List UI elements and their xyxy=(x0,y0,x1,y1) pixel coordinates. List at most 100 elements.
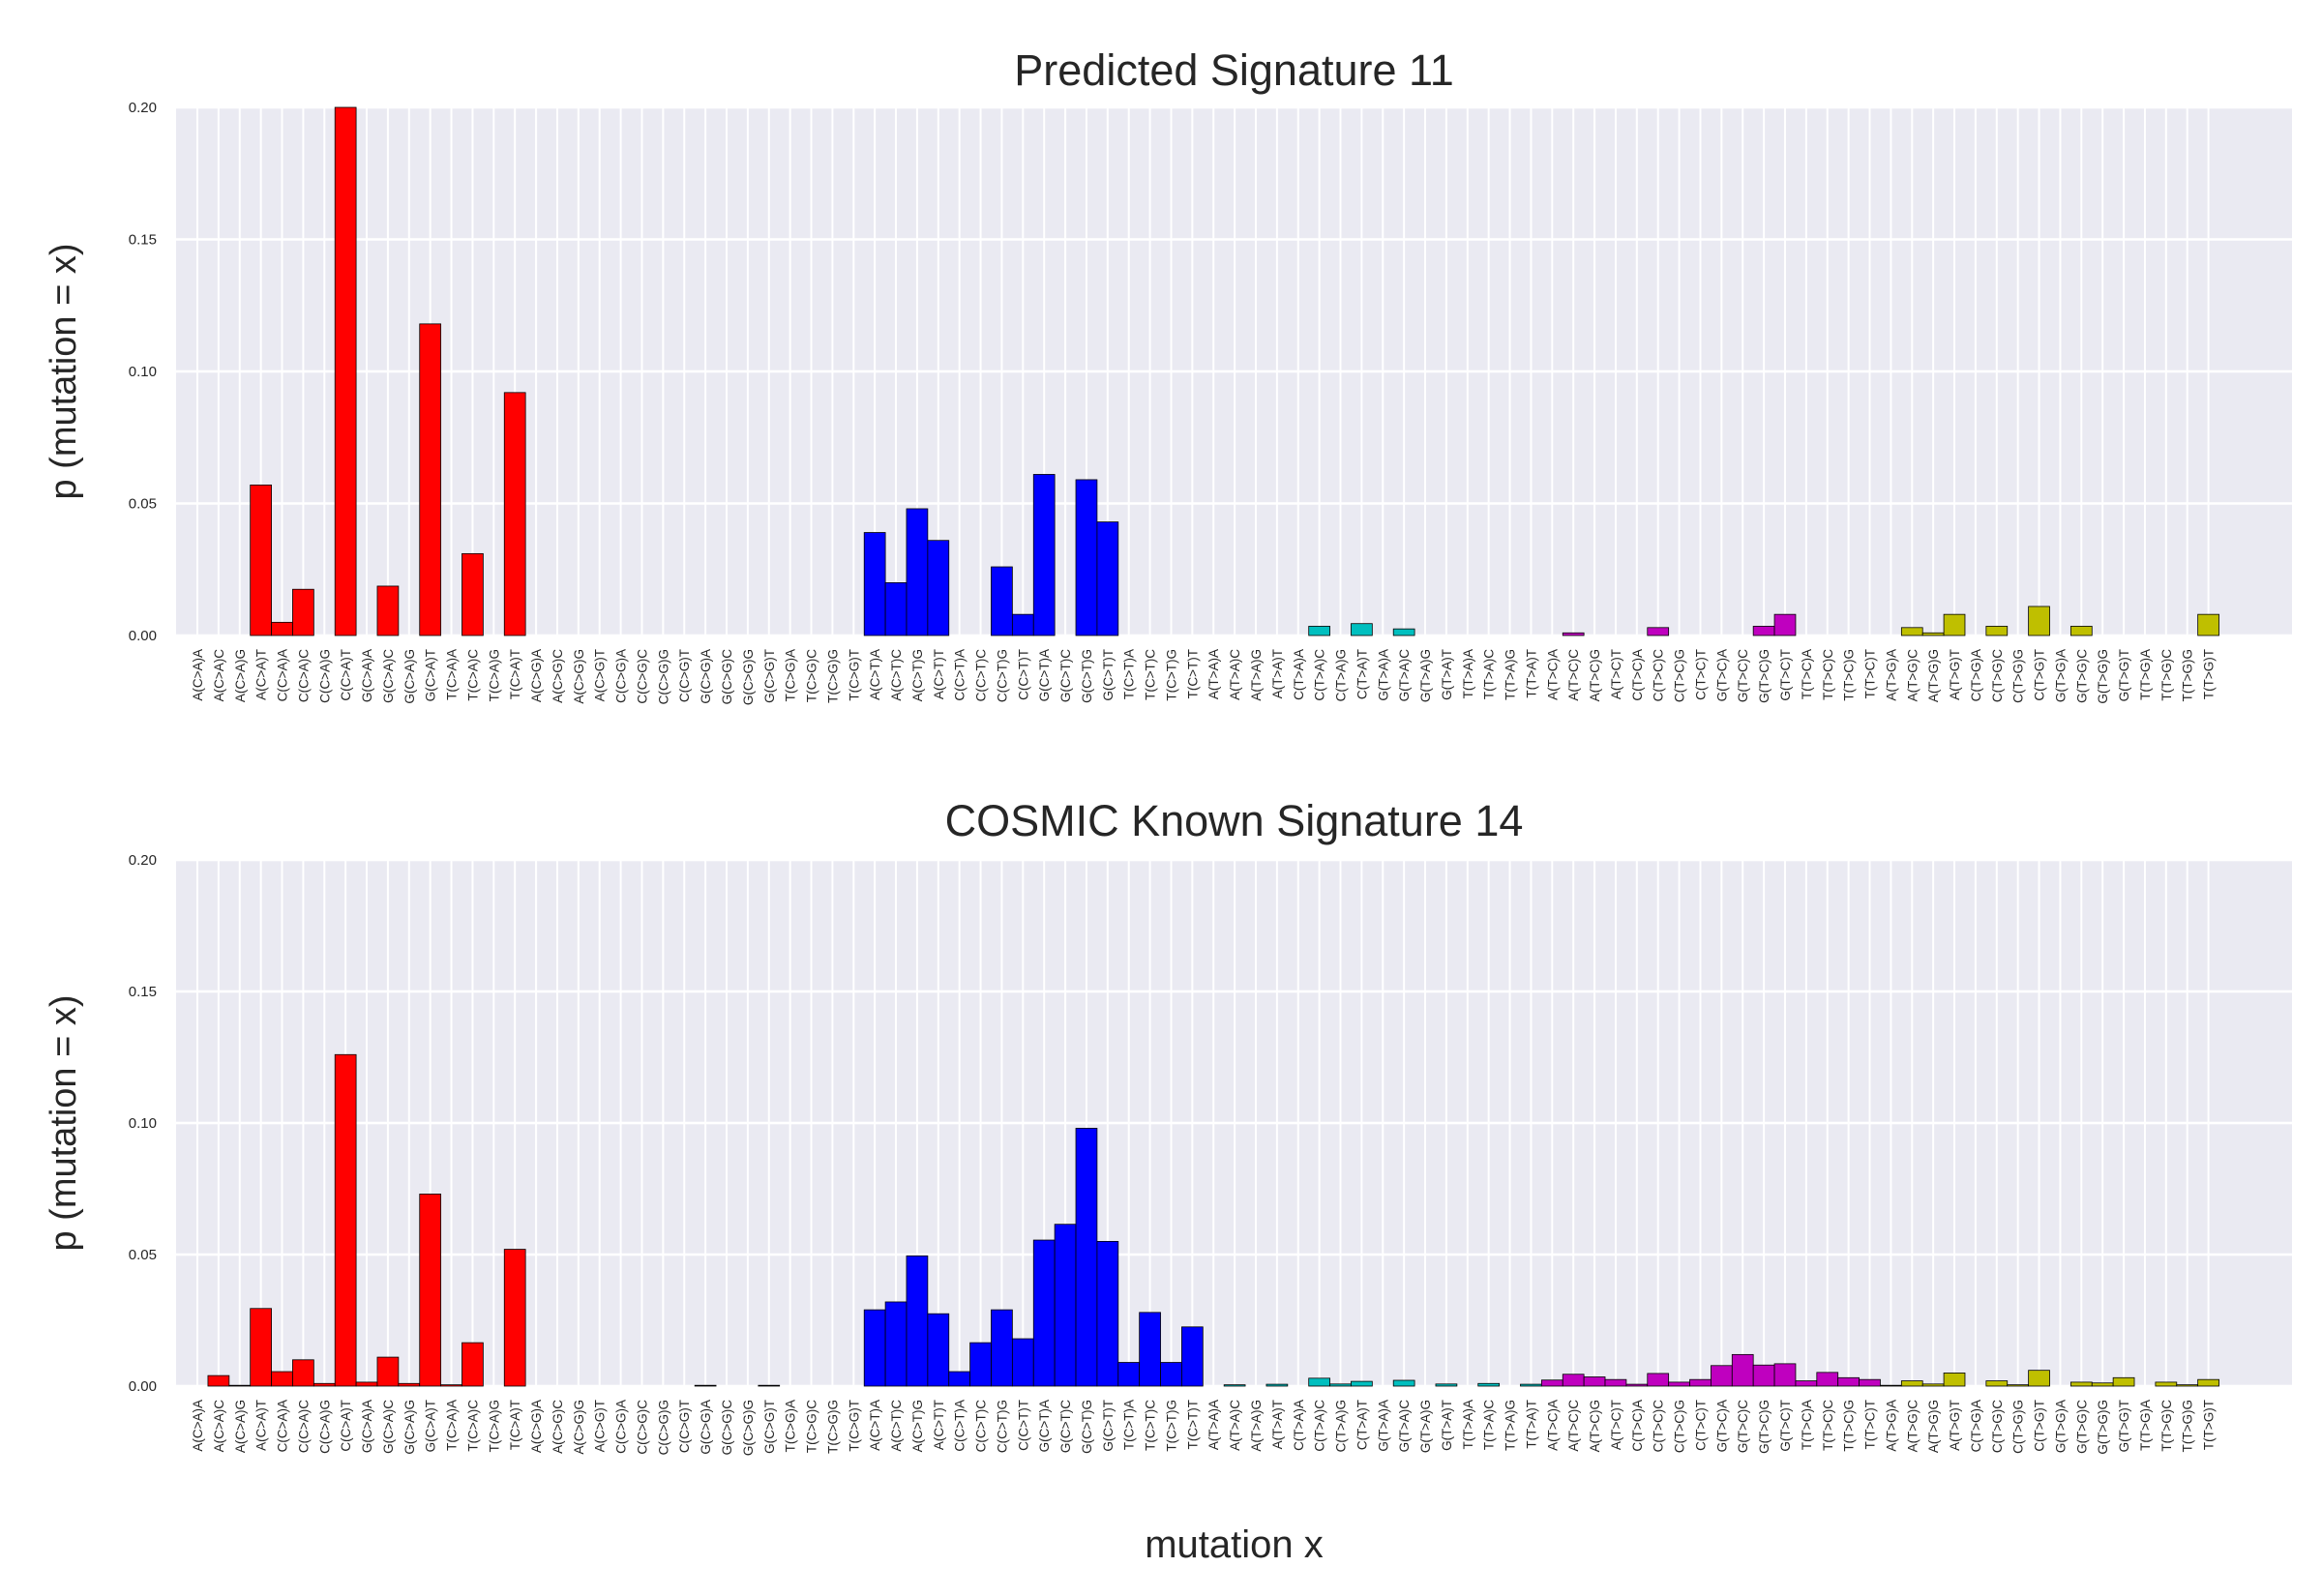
x-tick-label: T(C>T)C xyxy=(1144,1400,1158,1451)
bar xyxy=(991,1309,1013,1387)
x-tick-label: T(C>G)A xyxy=(784,1400,798,1452)
bar xyxy=(398,1382,421,1387)
x-tick-label: A(T>G)C xyxy=(1905,649,1920,702)
x-tick-label: A(T>A)A xyxy=(1206,1400,1221,1450)
bar xyxy=(1032,1239,1056,1387)
bar xyxy=(1054,1224,1077,1387)
x-tick-label: T(C>T)G xyxy=(1164,649,1178,701)
x-tick-label: A(T>A)C xyxy=(1228,1400,1242,1451)
bar xyxy=(355,1381,378,1387)
x-tick-label: T(C>A)T xyxy=(508,1400,522,1450)
bar xyxy=(1139,1312,1161,1387)
x-tick-label: A(T>G)T xyxy=(1948,649,1962,700)
bar xyxy=(2069,626,2093,636)
x-tick-label: C(T>G)C xyxy=(1990,649,2005,702)
x-tick-label: G(C>G)G xyxy=(741,1400,756,1456)
bar xyxy=(1921,1383,1945,1387)
x-tick-label: G(T>C)T xyxy=(1778,1400,1793,1452)
x-tick-label: C(T>G)G xyxy=(2011,1400,2026,1454)
x-tick-label: T(T>G)T xyxy=(2202,649,2217,699)
bar xyxy=(292,1359,314,1387)
x-tick-label: A(C>A)T xyxy=(254,1400,269,1451)
x-tick-label: G(C>T)A xyxy=(1037,1400,1052,1452)
bar xyxy=(1308,626,1330,636)
x-tick-label: C(T>G)T xyxy=(2033,1400,2047,1452)
x-tick-label: C(T>C)T xyxy=(1693,649,1708,700)
x-tick-label: A(C>G)G xyxy=(572,1400,586,1455)
x-tick-label: T(T>G)C xyxy=(2159,1400,2174,1452)
x-tick-label: A(C>A)G xyxy=(233,1400,248,1453)
x-tick-label: G(T>C)G xyxy=(1757,649,1771,703)
x-tick-label: T(C>A)A xyxy=(445,649,460,700)
x-tick-label: A(T>G)T xyxy=(1948,1400,1962,1451)
bar xyxy=(927,540,950,636)
x-tick-label: A(C>G)T xyxy=(593,649,608,701)
x-tick-label: G(T>G)G xyxy=(2096,649,2110,704)
x-tick-label: G(C>G)C xyxy=(720,1400,734,1456)
bar xyxy=(2197,613,2219,636)
x-tick-label: T(T>A)G xyxy=(1503,649,1518,700)
x-tick-label: G(C>G)T xyxy=(762,649,777,703)
bar xyxy=(334,106,357,636)
bar xyxy=(292,588,314,636)
x-axis-label: mutation x xyxy=(1145,1523,1324,1566)
bar xyxy=(1689,1378,1712,1387)
x-tick-label: T(T>G)T xyxy=(2202,1400,2217,1450)
bar xyxy=(503,392,526,636)
x-tick-label: G(C>A)A xyxy=(360,1400,374,1453)
x-tick-label: A(T>C)C xyxy=(1566,1400,1581,1452)
x-tick-label: G(C>A)T xyxy=(424,649,438,701)
x-tick-label: C(T>C)G xyxy=(1673,649,1687,702)
bar xyxy=(207,1374,230,1387)
x-tick-label: A(T>A)G xyxy=(1249,649,1264,701)
bar xyxy=(376,585,400,636)
x-tick-label: C(T>A)T xyxy=(1354,649,1369,699)
x-tick-label: T(T>G)G xyxy=(2181,1400,2195,1452)
bar xyxy=(334,1053,357,1387)
x-tick-label: A(C>A)G xyxy=(233,649,248,702)
x-tick-label: C(T>A)A xyxy=(1292,649,1306,700)
x-tick-label: C(C>A)T xyxy=(339,1400,353,1452)
bar xyxy=(1181,1326,1204,1387)
x-tick-label: A(T>A)C xyxy=(1228,649,1242,700)
x-tick-label: G(T>A)T xyxy=(1440,1400,1454,1451)
bar xyxy=(1011,613,1034,636)
bar xyxy=(1520,1383,1542,1387)
bar xyxy=(1583,1376,1606,1387)
x-tick-label: T(C>T)T xyxy=(1185,1400,1200,1449)
x-tick-label: A(C>G)C xyxy=(551,649,565,703)
bar xyxy=(2197,1378,2219,1387)
x-tick-label: G(T>A)T xyxy=(1440,649,1454,700)
y-tick-label: 0.20 xyxy=(129,852,157,869)
x-tick-label: C(C>G)C xyxy=(635,649,649,704)
x-tick-label: G(C>G)A xyxy=(699,1400,713,1455)
bar xyxy=(313,1382,336,1387)
bar xyxy=(2091,1382,2114,1387)
x-tick-label: C(T>C)C xyxy=(1652,649,1666,702)
x-tick-label: G(T>G)T xyxy=(2117,649,2131,701)
bar xyxy=(461,1342,484,1387)
x-tick-label: A(T>C)T xyxy=(1609,1400,1623,1450)
bar xyxy=(1731,1353,1754,1387)
bar xyxy=(1351,1380,1373,1387)
bar xyxy=(1943,613,1966,636)
bar xyxy=(2028,606,2050,636)
x-tick-label: C(T>C)A xyxy=(1630,649,1645,701)
bar xyxy=(1985,1380,2009,1387)
x-tick-label: T(T>C)T xyxy=(1863,1400,1878,1449)
x-tick-label: G(T>G)G xyxy=(2096,1400,2110,1455)
x-tick-label: T(C>T)A xyxy=(1122,1400,1137,1450)
y-tick-label: 0.00 xyxy=(129,628,157,644)
bar xyxy=(906,508,929,636)
bar xyxy=(1647,1373,1670,1387)
x-tick-label: C(C>T)A xyxy=(953,1400,968,1452)
bar xyxy=(1773,1363,1797,1387)
bar xyxy=(1096,1241,1119,1387)
x-tick-label: A(C>G)G xyxy=(572,649,586,704)
x-tick-label: C(T>G)G xyxy=(2011,649,2026,703)
x-tick-label: A(C>G)A xyxy=(529,1400,544,1453)
y-axis-label: p (mutation = x) xyxy=(44,243,84,499)
x-tick-label: G(C>A)T xyxy=(424,1400,438,1452)
bar xyxy=(1859,1378,1881,1387)
